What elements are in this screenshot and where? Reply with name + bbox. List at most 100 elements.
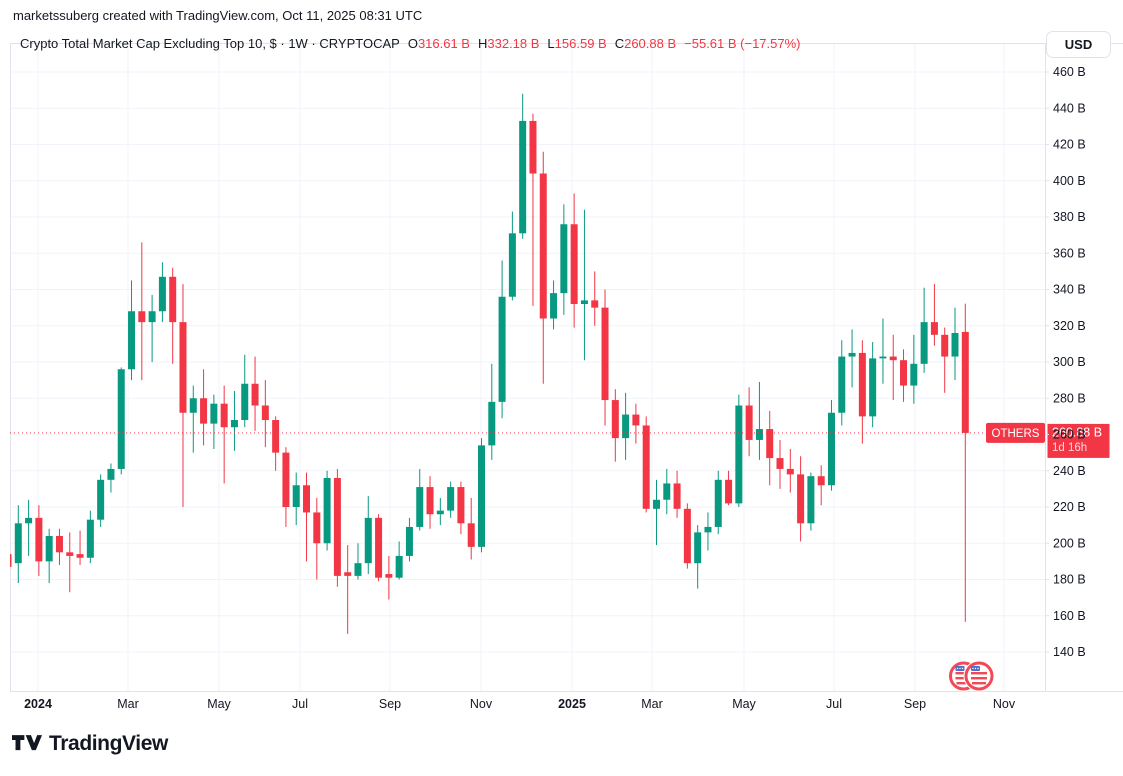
price-axis-label: 380 B <box>1053 210 1086 224</box>
candle <box>673 483 681 509</box>
candle <box>735 405 743 504</box>
candle <box>179 322 187 413</box>
candle <box>210 403 218 424</box>
candle <box>436 510 444 515</box>
price-axis-label: 240 B <box>1053 464 1086 478</box>
ohlc-open-value: 316.61 B <box>417 36 470 51</box>
candle <box>786 468 794 475</box>
candle <box>220 403 228 428</box>
candle <box>86 519 94 558</box>
symbol-flag-coin-icons <box>948 660 995 692</box>
ohlc-close-value: 260.88 B <box>624 36 677 51</box>
price-axis-label: 280 B <box>1053 391 1086 405</box>
candle <box>838 356 846 413</box>
candle <box>858 352 866 417</box>
price-axis-label: 180 B <box>1053 573 1086 587</box>
candle <box>519 120 527 234</box>
candle <box>560 224 568 294</box>
chart-legend: Crypto Total Market Cap Excluding Top 10… <box>20 36 801 51</box>
candle <box>704 526 712 533</box>
candle <box>622 414 630 439</box>
candle <box>45 536 53 562</box>
time-axis-label: 2024 <box>24 697 52 711</box>
candles-layer <box>10 93 969 634</box>
candle <box>354 563 362 576</box>
tradingview-logo-icon <box>12 735 42 751</box>
candle <box>76 554 84 558</box>
candle <box>817 476 825 486</box>
time-axis-label: Jul <box>292 697 308 711</box>
candle <box>313 512 321 544</box>
candle <box>745 405 753 440</box>
ohlc-low-value: 156.59 B <box>554 36 607 51</box>
candle <box>251 383 259 406</box>
candle <box>241 383 249 420</box>
candle <box>395 555 403 578</box>
candle <box>117 369 125 469</box>
candle <box>323 478 331 544</box>
candle <box>807 476 815 524</box>
candle <box>426 487 434 515</box>
candle <box>663 483 671 500</box>
candle <box>385 574 393 578</box>
ohlc-high-label: H <box>477 36 488 51</box>
candle <box>920 322 928 364</box>
candle <box>292 485 300 507</box>
candle <box>344 572 352 576</box>
candle <box>498 296 506 402</box>
symbol-tag-badge <box>986 422 1045 443</box>
candle <box>601 307 609 401</box>
time-axis[interactable]: 2024 Mar May Jul Sep Nov 2025 Mar May Jul Sep Nov <box>24 697 1016 711</box>
candle <box>694 532 702 564</box>
candle <box>405 526 413 556</box>
candle <box>467 523 475 547</box>
candle <box>189 398 197 413</box>
candle <box>457 487 465 524</box>
time-axis-label: Sep <box>379 697 401 711</box>
candle <box>776 458 784 469</box>
time-axis-label: May <box>732 697 756 711</box>
candle <box>333 478 341 576</box>
ohlc-close-label: C <box>614 36 625 51</box>
candle <box>900 360 908 386</box>
candle <box>766 429 774 459</box>
price-axis-label: 340 B <box>1053 283 1086 297</box>
candle <box>632 414 640 426</box>
candle <box>508 233 516 297</box>
candle <box>550 293 558 319</box>
symbol-title[interactable]: Crypto Total Market Cap Excluding Top 10… <box>20 36 400 51</box>
candle <box>107 468 115 480</box>
time-axis-label: Sep <box>904 697 926 711</box>
time-axis-label: Mar <box>117 697 139 711</box>
candle <box>488 401 496 446</box>
candle <box>128 311 136 370</box>
candle <box>138 311 146 323</box>
time-axis-label: Jul <box>826 697 842 711</box>
price-axis-label: 420 B <box>1053 138 1086 152</box>
candle <box>35 517 43 562</box>
price-axis[interactable]: 140 B 160 B 180 B 200 B 220 B 240 B 260 B 280 B… <box>1045 65 1086 659</box>
candle <box>148 311 156 323</box>
tradingview-logo-text: TradingView <box>49 732 168 755</box>
tradingview-footer-logo[interactable]: TradingView <box>12 732 168 756</box>
price-axis-label: 460 B <box>1053 65 1086 79</box>
currency-usd-button[interactable]: USD <box>1046 31 1111 58</box>
candle <box>961 331 969 433</box>
candle <box>282 452 290 507</box>
candle <box>591 300 599 308</box>
candle <box>200 398 208 424</box>
candle <box>158 276 166 312</box>
candle <box>364 517 372 564</box>
ohlc-low-label: L <box>547 36 555 51</box>
ohlc-high-value: 332.18 B <box>487 36 540 51</box>
price-axis-label: 220 B <box>1053 500 1086 514</box>
price-axis-label: 360 B <box>1053 246 1086 260</box>
candle <box>611 400 619 439</box>
last-price-text: 260.88 B <box>1052 425 1102 439</box>
candle <box>14 523 22 564</box>
price-line-layer: OTHERS 260.88 B 1d 16h <box>10 422 1110 458</box>
candle <box>230 420 238 428</box>
candle <box>66 552 74 556</box>
symbol-tag-text: OTHERS <box>992 428 1040 440</box>
